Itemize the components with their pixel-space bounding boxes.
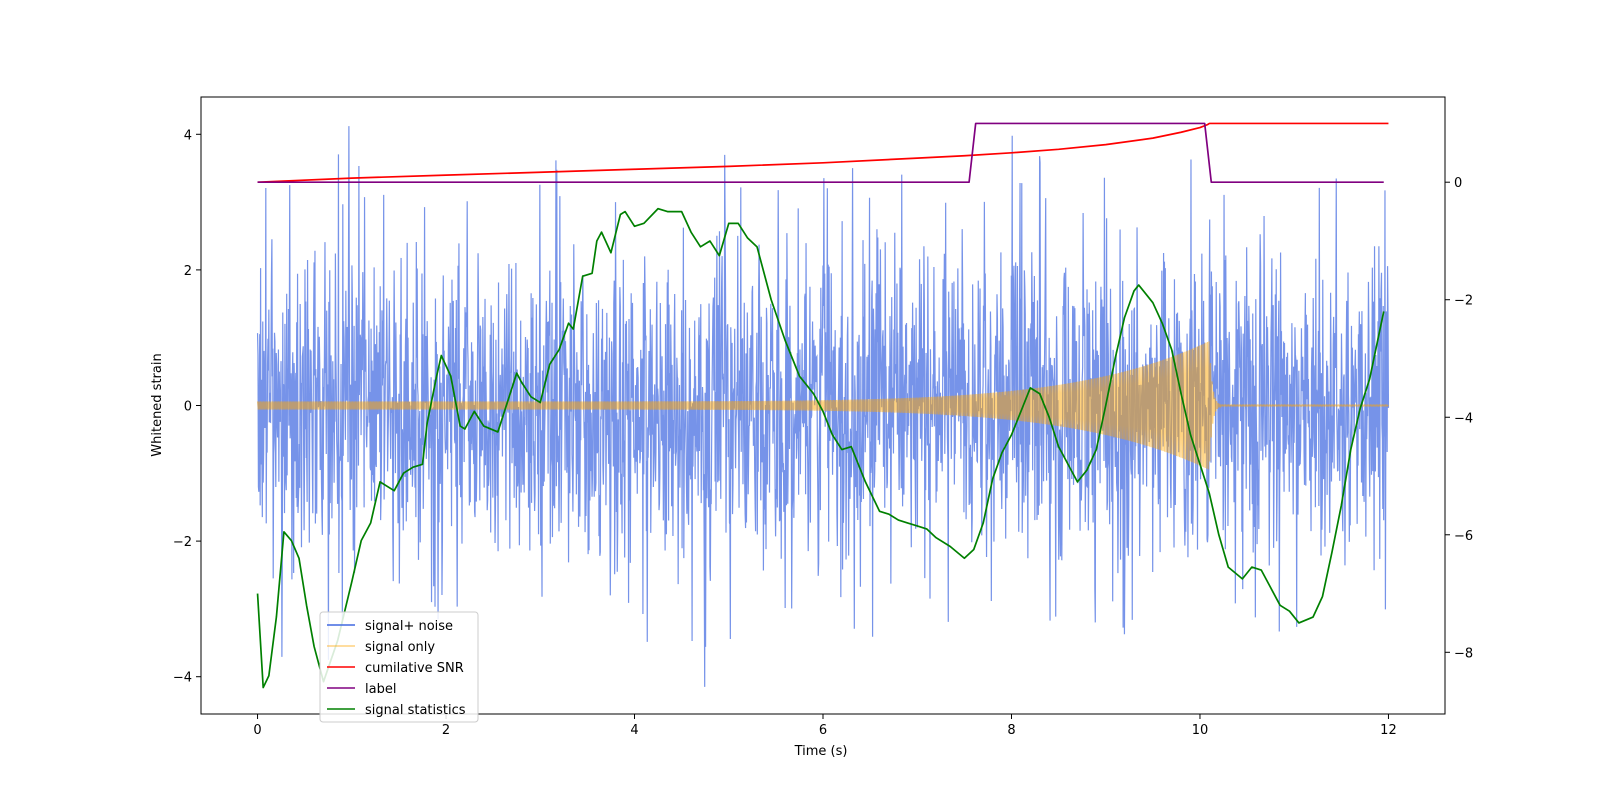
x-tick-label-4: 4 — [630, 723, 638, 738]
legend-label-cumulative-snr: cumilative SNR — [365, 661, 464, 676]
y-axis-right: −8 −6 −4 −2 0 — [1445, 176, 1473, 661]
y-tick-label-right--8: −8 — [1454, 646, 1473, 661]
x-tick-label-12: 12 — [1380, 723, 1397, 738]
x-axis: 0 2 4 6 8 10 12 — [253, 714, 1397, 738]
legend-label-signal-noise: signal+ noise — [365, 619, 453, 634]
y-tick-label-left-2: 2 — [184, 264, 192, 279]
y-axis-left: −4 −2 0 2 4 — [173, 128, 201, 686]
legend-label-signal-only: signal only — [365, 640, 435, 655]
x-axis-label: Time (s) — [794, 744, 848, 759]
legend-label-signal-statistics: signal statistics — [365, 703, 466, 718]
legend-label-label: label — [365, 682, 396, 697]
y-tick-label-left-4: 4 — [184, 128, 192, 143]
y-tick-label-right--4: −4 — [1454, 411, 1473, 426]
series-signal-only — [256, 341, 1389, 470]
legend-box — [319, 611, 479, 723]
y-tick-label-right--6: −6 — [1454, 529, 1473, 544]
y-tick-label-left-0: 0 — [184, 400, 192, 415]
y-tick-label-left--4: −4 — [173, 671, 192, 686]
y-tick-label-right-0: 0 — [1454, 176, 1462, 191]
x-tick-label-0: 0 — [253, 723, 261, 738]
y-axis-label: Whitened strain — [150, 353, 165, 456]
y-tick-label-right--2: −2 — [1454, 294, 1473, 309]
x-tick-label-6: 6 — [819, 723, 827, 738]
series-label — [257, 122, 1384, 184]
series-cumulative-snr — [257, 122, 1389, 184]
legend[interactable]: signal+ noise signal only cumilative SNR… — [319, 611, 479, 723]
x-tick-label-10: 10 — [1192, 723, 1209, 738]
series-signal-statistics — [256, 207, 1385, 689]
y-tick-label-left--2: −2 — [173, 535, 192, 550]
x-tick-label-8: 8 — [1007, 723, 1015, 738]
plot-area — [256, 122, 1390, 689]
x-tick-label-2: 2 — [442, 723, 450, 738]
